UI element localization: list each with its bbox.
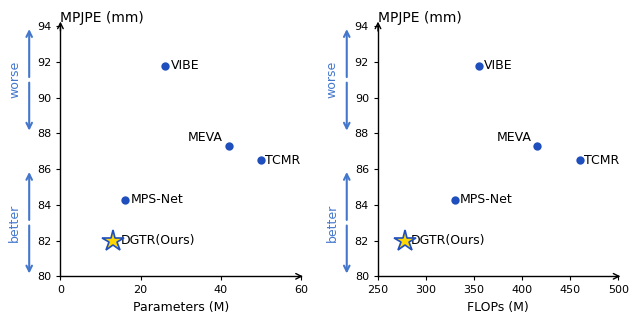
Text: MEVA: MEVA [188,131,223,144]
Text: MPS-Net: MPS-Net [131,193,183,206]
Text: MEVA: MEVA [497,131,532,144]
Text: MPJPE (mm): MPJPE (mm) [60,11,144,25]
X-axis label: Parameters (M): Parameters (M) [132,301,228,314]
Text: MPS-Net: MPS-Net [460,193,513,206]
Text: DGTR(Ours): DGTR(Ours) [411,234,485,247]
Text: MPJPE (mm): MPJPE (mm) [378,11,461,25]
Text: worse: worse [326,61,339,98]
X-axis label: FLOPs (M): FLOPs (M) [467,301,529,314]
Text: better: better [8,203,21,242]
Text: worse: worse [8,61,21,98]
Text: TCMR: TCMR [265,154,300,167]
Text: VIBE: VIBE [484,59,513,72]
Text: TCMR: TCMR [584,154,619,167]
Text: DGTR(Ours): DGTR(Ours) [120,234,195,247]
Text: better: better [326,203,339,242]
Text: VIBE: VIBE [171,59,199,72]
